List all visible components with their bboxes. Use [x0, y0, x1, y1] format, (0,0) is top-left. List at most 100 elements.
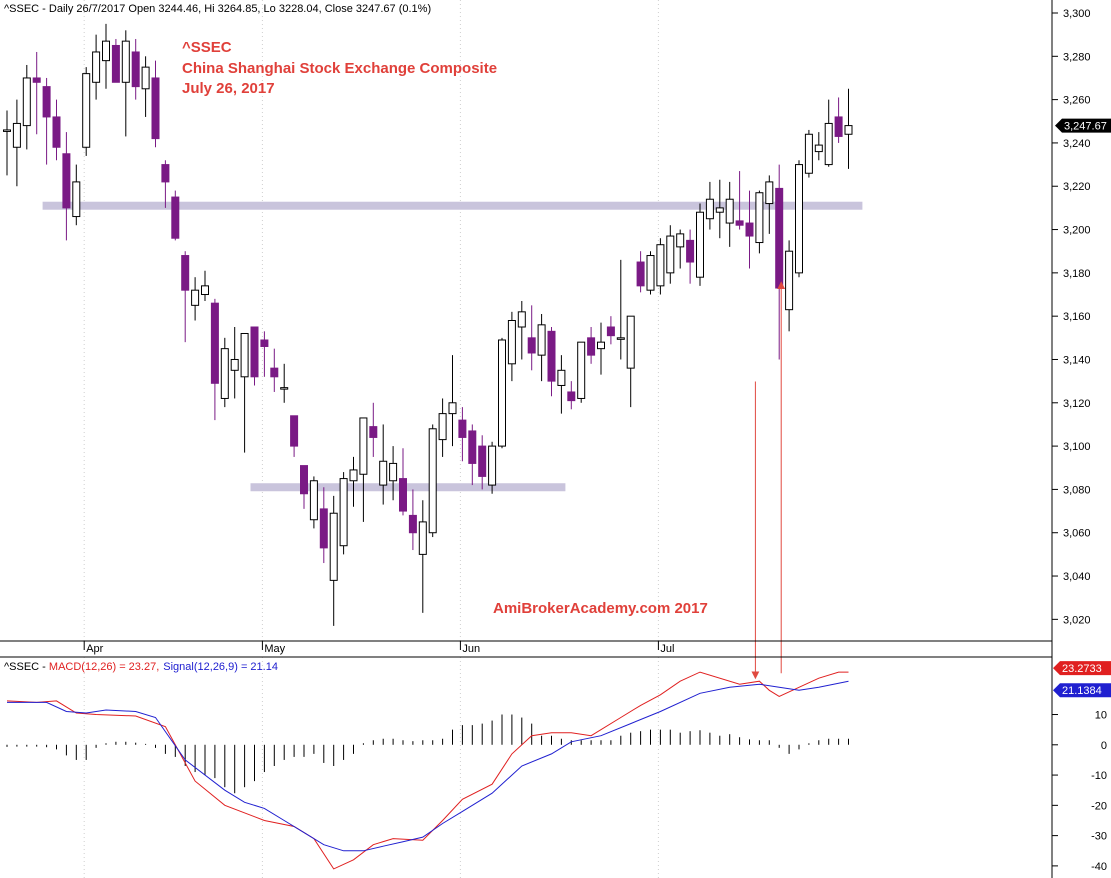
candle — [824, 99, 833, 167]
candle — [121, 30, 130, 137]
candle-body-up — [240, 332, 249, 378]
candle-body-up — [755, 192, 764, 244]
candle — [3, 110, 11, 176]
candle — [220, 337, 229, 408]
candle — [527, 305, 536, 371]
candle — [102, 23, 110, 89]
candle — [765, 175, 774, 234]
candle — [488, 441, 497, 494]
candle-body-down — [52, 116, 61, 148]
macd-histogram — [6, 714, 849, 794]
candle-body-down — [62, 153, 71, 209]
candle — [597, 322, 605, 375]
candle-body-down — [319, 508, 328, 549]
candle-body-down — [775, 187, 784, 289]
candle — [458, 407, 467, 462]
candle — [230, 326, 239, 399]
candle — [418, 500, 427, 613]
price-tick-label: 3,200 — [1063, 225, 1091, 237]
macd-axis-ticks: -40 -30 -20 -10 0 10 — [1052, 710, 1107, 873]
price-axis-ticks: 3,020 3,040 3,060 3,080 3,100 3,120 3,140 3,160… — [1052, 8, 1091, 626]
candle — [210, 298, 219, 421]
candle-body-down — [42, 86, 51, 118]
candle-body-up — [507, 320, 516, 365]
candle — [161, 160, 170, 208]
candle — [141, 56, 150, 117]
candle — [329, 495, 338, 626]
candle-body-up — [488, 445, 497, 486]
candle-body-down — [478, 445, 487, 477]
candle — [636, 251, 645, 293]
candle — [834, 97, 843, 143]
candle — [369, 402, 378, 457]
candlestick-series — [3, 23, 853, 626]
candle-body-up — [72, 181, 81, 218]
candle — [468, 424, 477, 486]
price-tick-label: 3,220 — [1063, 181, 1091, 193]
candle-body-down — [181, 255, 190, 291]
candle — [844, 88, 853, 169]
candle — [131, 38, 140, 100]
candle-body-up — [191, 289, 200, 306]
price-tick-label: 3,060 — [1063, 528, 1091, 540]
candle — [389, 446, 398, 501]
annotation-date: July 26, 2017 — [182, 80, 275, 97]
candle — [319, 487, 328, 564]
price-zone-band — [250, 483, 566, 492]
candle-body-down — [547, 330, 556, 382]
candle-body-up — [349, 469, 358, 482]
candle-body-down — [606, 326, 615, 337]
month-label: Jul — [660, 643, 674, 655]
candle — [606, 316, 615, 345]
price-zone-band — [42, 201, 863, 210]
annotation-symbol: ^SSEC — [182, 39, 232, 56]
candle-body-down — [686, 239, 695, 263]
candle — [111, 38, 120, 83]
last-signal-value: 21.1384 — [1062, 685, 1102, 697]
candle-body-up — [92, 51, 101, 83]
candle-body-up — [141, 66, 150, 90]
last-signal-tag: 21.1384 — [1053, 683, 1111, 698]
candle — [795, 160, 803, 278]
candle-body-up — [765, 181, 774, 205]
month-label: Jun — [462, 643, 480, 655]
candle-body-up — [498, 339, 506, 447]
candle — [715, 179, 724, 239]
candle — [626, 315, 635, 408]
macd-lines — [6, 671, 849, 870]
candle-body-up — [725, 198, 734, 224]
macd-header: ^SSEC - MACD(12,26) = 23.27, Signal(12,26… — [4, 661, 278, 673]
price-tick-label: 3,180 — [1063, 268, 1091, 280]
candle-body-down — [210, 302, 219, 384]
candle — [814, 132, 823, 161]
candle — [428, 424, 437, 538]
candle — [804, 129, 813, 178]
candle-body-up — [537, 324, 546, 356]
candle-body-down — [408, 514, 417, 534]
candle — [408, 489, 417, 551]
watermark: AmiBrokerAcademy.com 2017 — [493, 600, 708, 617]
candle — [676, 229, 685, 269]
price-tick-label: 3,160 — [1063, 311, 1091, 323]
candle-body-up — [666, 235, 675, 274]
candle-body-up — [379, 460, 388, 486]
candle — [755, 190, 764, 254]
candle — [507, 311, 516, 382]
candle-body-up — [696, 211, 704, 278]
macd-tick-label: -40 — [1091, 861, 1107, 873]
candle — [300, 465, 308, 509]
candle-body-down — [369, 426, 378, 438]
candle — [72, 164, 81, 226]
candle — [517, 301, 526, 360]
candle — [339, 472, 348, 555]
candle — [240, 332, 249, 453]
candle-body-up — [616, 337, 625, 340]
candle — [260, 331, 269, 377]
candle — [557, 355, 566, 414]
candle-body-down — [458, 419, 467, 438]
price-tick-label: 3,120 — [1063, 398, 1091, 410]
macd-line — [6, 671, 849, 870]
candle-body-up — [329, 512, 338, 581]
macd-tick-label: -20 — [1091, 800, 1107, 812]
